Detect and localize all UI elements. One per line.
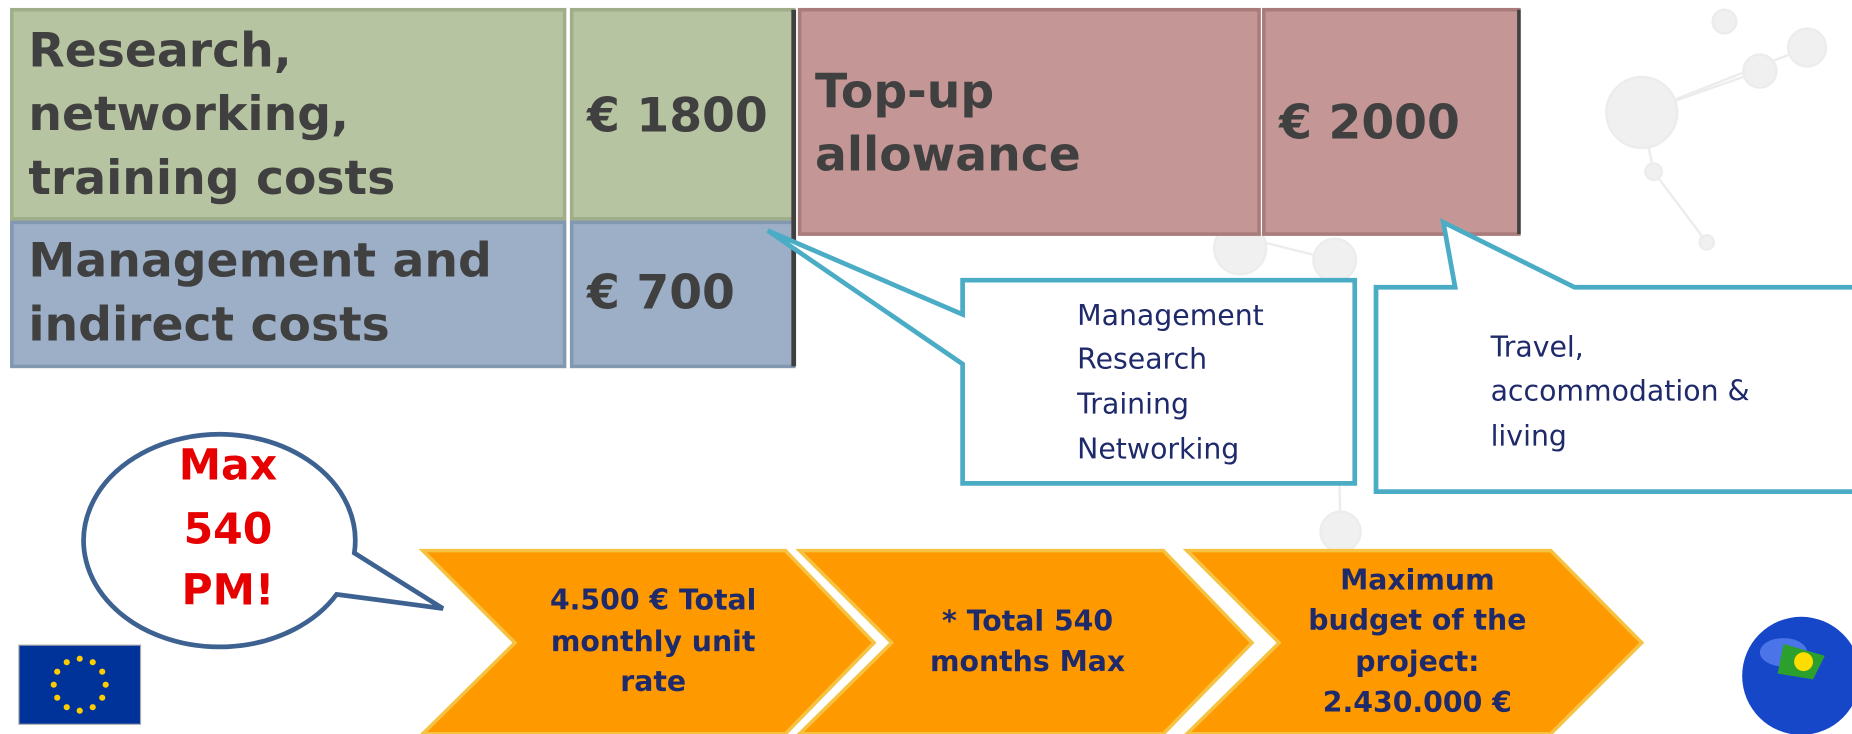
callout-text: Training (1076, 387, 1189, 420)
cell-amount-bg (1262, 7, 1521, 236)
callout-box (766, 228, 1358, 486)
cell-label: allowance (815, 127, 1081, 182)
cell-label: indirect costs (28, 297, 389, 352)
chevron-text: months Max (930, 645, 1125, 678)
cell-label: Management and (28, 234, 491, 289)
cell-label-bg (10, 7, 567, 221)
flag-star (63, 659, 70, 666)
flag-star (76, 655, 83, 662)
globe-logo (1742, 616, 1852, 734)
chevron-text: budget of the (1308, 604, 1526, 637)
flag-star (76, 707, 83, 714)
chevron-text: monthly unit (551, 625, 755, 658)
callout-text: Networking (1077, 432, 1239, 465)
flag-star (102, 681, 109, 688)
chevron-text: Maximum (1340, 563, 1494, 596)
chevron-text: rate (620, 665, 686, 698)
chevron-text: project: (1355, 645, 1479, 678)
cell-amount: € 2000 (1278, 95, 1460, 150)
cell-label: training costs (28, 151, 395, 206)
speech-bubble (81, 431, 445, 650)
flag-star (54, 694, 61, 701)
callout-text: accommodation & (1491, 374, 1750, 407)
callout-text: Research (1077, 343, 1207, 376)
cell-label: Top-up (815, 65, 994, 120)
cell-label-bg (10, 220, 567, 369)
chevron-text: * Total 540 (942, 605, 1113, 638)
bubble-text: Max (179, 441, 277, 490)
callout-text: living (1491, 419, 1567, 452)
cell-label: Research, (28, 23, 291, 78)
flag-star (54, 668, 61, 675)
chevron-text: 4.500 € Total (550, 583, 756, 616)
flag-star (99, 668, 106, 675)
flag-star (63, 704, 70, 711)
bubble-text: PM! (182, 567, 275, 616)
bubble-text: 540 (184, 505, 273, 554)
chevron-text: 2.430.000 € (1323, 686, 1512, 719)
callout-text: Management (1077, 299, 1264, 332)
cell-amount: € 700 (586, 266, 735, 321)
flag-star (89, 704, 96, 711)
callout-box (1373, 218, 1852, 494)
cell-amount-bg (569, 220, 796, 369)
flag-star (99, 694, 106, 701)
cell-amount: € 1800 (586, 88, 768, 143)
eu-flag (18, 644, 142, 725)
flag-star (50, 681, 57, 688)
flag-star (89, 659, 96, 666)
cell-label: networking, (28, 87, 349, 142)
cell-label-bg (797, 7, 1261, 236)
callout-text: Travel, (1490, 331, 1584, 364)
